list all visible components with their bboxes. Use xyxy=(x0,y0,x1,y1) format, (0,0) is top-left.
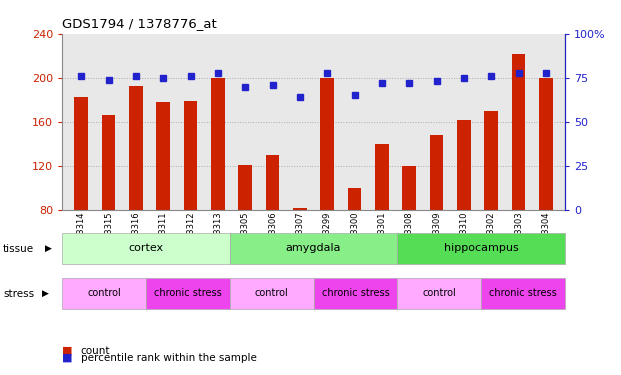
Bar xyxy=(62,278,146,309)
Bar xyxy=(230,232,397,264)
Text: chronic stress: chronic stress xyxy=(489,288,557,298)
Text: percentile rank within the sample: percentile rank within the sample xyxy=(81,353,256,363)
Bar xyxy=(266,155,279,210)
Bar xyxy=(430,135,443,210)
Text: control: control xyxy=(255,288,289,298)
Bar xyxy=(129,86,143,210)
Bar xyxy=(184,101,197,210)
Text: tissue: tissue xyxy=(3,244,34,254)
Text: chronic stress: chronic stress xyxy=(322,288,389,298)
Text: ■: ■ xyxy=(62,353,73,363)
Bar xyxy=(146,278,230,309)
Bar xyxy=(102,115,116,210)
Text: stress: stress xyxy=(3,289,34,298)
Text: cortex: cortex xyxy=(129,243,163,254)
Text: GDS1794 / 1378776_at: GDS1794 / 1378776_at xyxy=(62,17,217,30)
Bar xyxy=(481,278,565,309)
Bar xyxy=(238,165,252,210)
Text: ■: ■ xyxy=(62,346,73,355)
Bar xyxy=(397,232,565,264)
Bar xyxy=(375,144,389,210)
Bar xyxy=(230,278,314,309)
Bar xyxy=(75,96,88,210)
Text: count: count xyxy=(81,346,111,355)
Bar xyxy=(62,232,230,264)
Bar xyxy=(293,208,307,210)
Bar xyxy=(397,278,481,309)
Text: control: control xyxy=(422,288,456,298)
Bar xyxy=(314,278,397,309)
Text: ▶: ▶ xyxy=(45,244,52,253)
Bar xyxy=(402,166,416,210)
Text: ▶: ▶ xyxy=(42,289,49,298)
Bar xyxy=(320,78,334,210)
Text: chronic stress: chronic stress xyxy=(154,288,222,298)
Bar xyxy=(539,78,553,210)
Bar xyxy=(156,102,170,210)
Bar xyxy=(484,111,498,210)
Bar xyxy=(512,54,525,210)
Bar xyxy=(457,120,471,210)
Bar xyxy=(348,188,361,210)
Text: amygdala: amygdala xyxy=(286,243,342,254)
Text: control: control xyxy=(87,288,121,298)
Bar xyxy=(211,78,225,210)
Text: hippocampus: hippocampus xyxy=(444,243,519,254)
